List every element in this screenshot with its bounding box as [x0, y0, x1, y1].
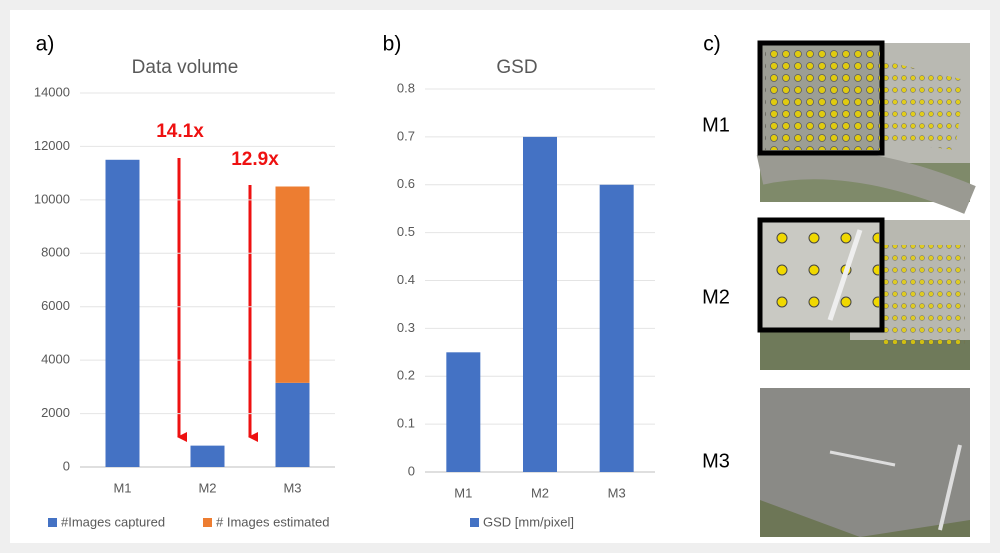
chart-title: GSD [496, 57, 537, 78]
y-tick-label: 0.2 [397, 368, 415, 383]
photo-label: M2 [702, 286, 730, 308]
y-tick-label: 0 [63, 458, 70, 473]
x-tick-label: M1 [113, 480, 131, 495]
bar [599, 184, 634, 472]
legend-label: #Images captured [61, 514, 165, 529]
x-tick-label: M2 [198, 480, 216, 495]
legend-swatch [203, 518, 212, 527]
y-tick-label: 6000 [41, 298, 70, 313]
y-tick-label: 0.1 [397, 416, 415, 431]
legend-swatch [470, 518, 479, 527]
photo-m1 [756, 40, 976, 214]
bar [105, 159, 140, 468]
legend-label: # Images estimated [216, 514, 329, 529]
y-tick-label: 0.8 [397, 80, 415, 95]
x-tick-label: M2 [531, 485, 549, 500]
y-tick-label: 8000 [41, 245, 70, 260]
legend-label: GSD [mm/pixel] [483, 514, 574, 529]
photo-m2 [757, 217, 970, 370]
y-tick-label: 0.7 [397, 128, 415, 143]
bar [446, 352, 481, 472]
photo-m3 [760, 388, 970, 537]
legend-swatch [48, 518, 57, 527]
y-tick-label: 14000 [34, 84, 70, 99]
y-tick-label: 4000 [41, 352, 70, 367]
y-tick-label: 0 [408, 463, 415, 478]
x-tick-label: M1 [454, 485, 472, 500]
bar [523, 136, 557, 472]
y-tick-label: 0.6 [397, 176, 415, 191]
bar [190, 445, 225, 467]
bar [275, 382, 310, 467]
y-tick-label: 0.5 [397, 224, 415, 239]
photo-label: M3 [702, 450, 730, 472]
y-tick-label: 2000 [41, 405, 70, 420]
annotation: 12.9x [231, 149, 279, 170]
x-tick-label: M3 [608, 485, 626, 500]
y-tick-label: 12000 [34, 138, 70, 153]
y-tick-label: 0.3 [397, 320, 415, 335]
panel-label: b) [383, 33, 402, 56]
panel-label: c) [703, 33, 721, 56]
chart-title: Data volume [132, 57, 239, 78]
panel-label: a) [36, 33, 55, 56]
annotation: 14.1x [156, 121, 204, 142]
y-tick-label: 0.4 [397, 272, 415, 287]
bar [275, 186, 310, 383]
x-tick-label: M3 [283, 480, 301, 495]
photo-label: M1 [702, 114, 730, 136]
y-tick-label: 10000 [34, 191, 70, 206]
